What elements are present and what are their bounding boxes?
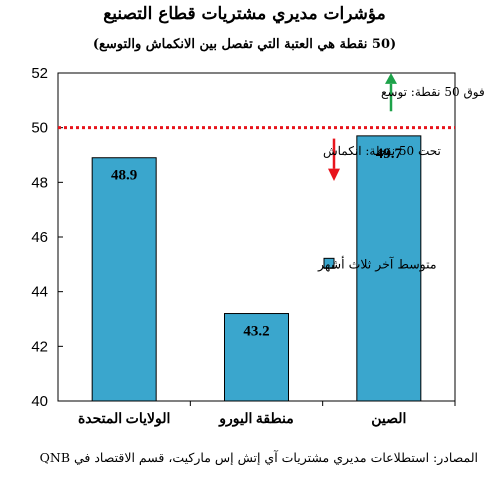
y-tick-label: 46 xyxy=(31,229,48,246)
source-note: المصادر: استطلاعات مديري مشتريات آي إتش … xyxy=(39,450,478,465)
y-tick-label: 40 xyxy=(31,393,48,410)
bar xyxy=(91,157,157,402)
down-arrow-head xyxy=(328,168,340,181)
bar xyxy=(356,135,422,402)
y-tick-label: 44 xyxy=(31,284,48,301)
annotation-below: تحت 50 نقطة: انكماش xyxy=(323,144,441,158)
y-tick-label: 42 xyxy=(31,338,48,355)
y-tick-label: 52 xyxy=(31,65,48,82)
chart-title: مؤشرات مديري مشتريات قطاع التصنيع xyxy=(103,4,386,24)
legend-label: متوسط آخر ثلاث أشهر xyxy=(317,255,437,272)
legend-swatch xyxy=(323,257,335,269)
legend: متوسط آخر ثلاث أشهر xyxy=(317,255,437,272)
data-label: 49.7 xyxy=(376,146,403,162)
bars: 48.9 43.2 49.7 xyxy=(91,135,422,402)
bar xyxy=(224,313,289,402)
up-arrow-head xyxy=(385,73,397,84)
x-tick-label: الصين xyxy=(371,412,406,427)
y-tick-label: 50 xyxy=(31,120,48,137)
chart-subtitle: (50 نقطة هي العتبة التي تفصل بين الانكما… xyxy=(92,37,397,52)
x-tick-label: الولايات المتحدة xyxy=(78,412,170,427)
data-label: 48.9 xyxy=(111,168,137,184)
y-tick-label: 48 xyxy=(31,174,48,191)
annotations: فوق 50 نقطة: توسع تحت 50 نقطة: انكماش xyxy=(323,73,485,181)
annotation-above: فوق 50 نقطة: توسع xyxy=(381,85,485,99)
axes: 40 42 44 46 48 50 52 الولايات المتحدة منطقة اليو… xyxy=(31,65,456,427)
x-tick-label: منطقة اليورو xyxy=(218,412,293,427)
data-label: 43.2 xyxy=(243,324,269,340)
